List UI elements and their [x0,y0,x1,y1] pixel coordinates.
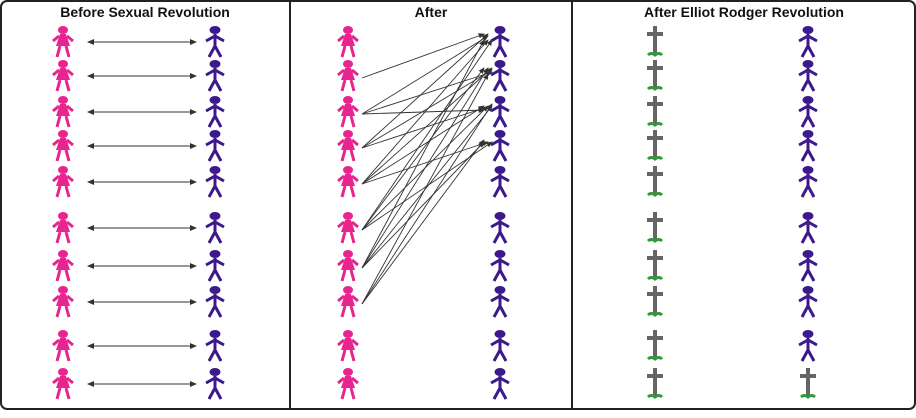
man-icon [798,96,818,128]
grave-icon [646,130,664,161]
woman-icon [52,26,74,58]
woman-icon [337,26,359,58]
after-arrow [361,73,489,305]
after-arrow [361,67,489,269]
man-icon [490,212,510,244]
after-arrow [361,107,485,149]
grave-icon [646,60,664,91]
man-icon [798,130,818,162]
panel-title-before: Before Sexual Revolution [60,4,230,20]
after-arrow [361,39,485,269]
man-icon [205,60,225,92]
man-icon [205,212,225,244]
man-icon [798,60,818,92]
man-icon [798,212,818,244]
woman-icon [52,212,74,244]
woman-icon [337,96,359,128]
man-icon [798,250,818,282]
man-icon [205,286,225,318]
man-icon [798,286,818,318]
after-arrow [361,67,485,231]
grave-icon [646,166,664,197]
man-icon [798,166,818,198]
grave-icon [646,286,664,317]
after-arrow [361,33,489,149]
woman-icon [52,250,74,282]
grave-icon [646,96,664,127]
woman-icon [337,330,359,362]
woman-icon [337,286,359,318]
man-icon [205,96,225,128]
after-arrow [361,71,493,115]
woman-icon [337,250,359,282]
grave-icon [646,212,664,243]
woman-icon [52,60,74,92]
woman-icon [337,60,359,92]
after-arrow [361,69,493,149]
woman-icon [52,330,74,362]
woman-icon [52,96,74,128]
after-arrow [361,105,493,269]
grave-icon [646,26,664,57]
after-arrow [361,141,489,185]
woman-icon [52,166,74,198]
man-icon [205,130,225,162]
man-icon [490,286,510,318]
woman-icon [337,368,359,400]
woman-icon [337,166,359,198]
panel-title-rodger: After Elliot Rodger Revolution [644,4,844,20]
man-icon [490,130,510,162]
after-arrow [361,33,485,79]
man-icon [205,368,225,400]
grave-icon [646,250,664,281]
man-icon [205,330,225,362]
after-arrow [361,67,493,185]
after-arrow [361,39,493,231]
after-arrow [361,141,485,269]
man-icon [798,26,818,58]
after-arrow [361,139,485,305]
woman-icon [52,286,74,318]
woman-icon [337,212,359,244]
man-icon [490,26,510,58]
man-icon [490,60,510,92]
man-icon [205,26,225,58]
after-arrow [361,39,489,185]
woman-icon [52,368,74,400]
man-icon [490,368,510,400]
grave-icon [646,368,664,399]
man-icon [205,166,225,198]
grave-icon [646,330,664,361]
man-icon [798,330,818,362]
woman-icon [52,130,74,162]
man-icon [205,250,225,282]
panel-title-after: After [414,4,448,20]
after-arrow [361,35,489,115]
woman-icon [337,130,359,162]
man-icon [490,96,510,128]
after-arrow [361,103,493,305]
man-icon [490,330,510,362]
grave-icon [799,368,817,399]
man-icon [490,166,510,198]
after-arrow [361,107,485,115]
man-icon [490,250,510,282]
